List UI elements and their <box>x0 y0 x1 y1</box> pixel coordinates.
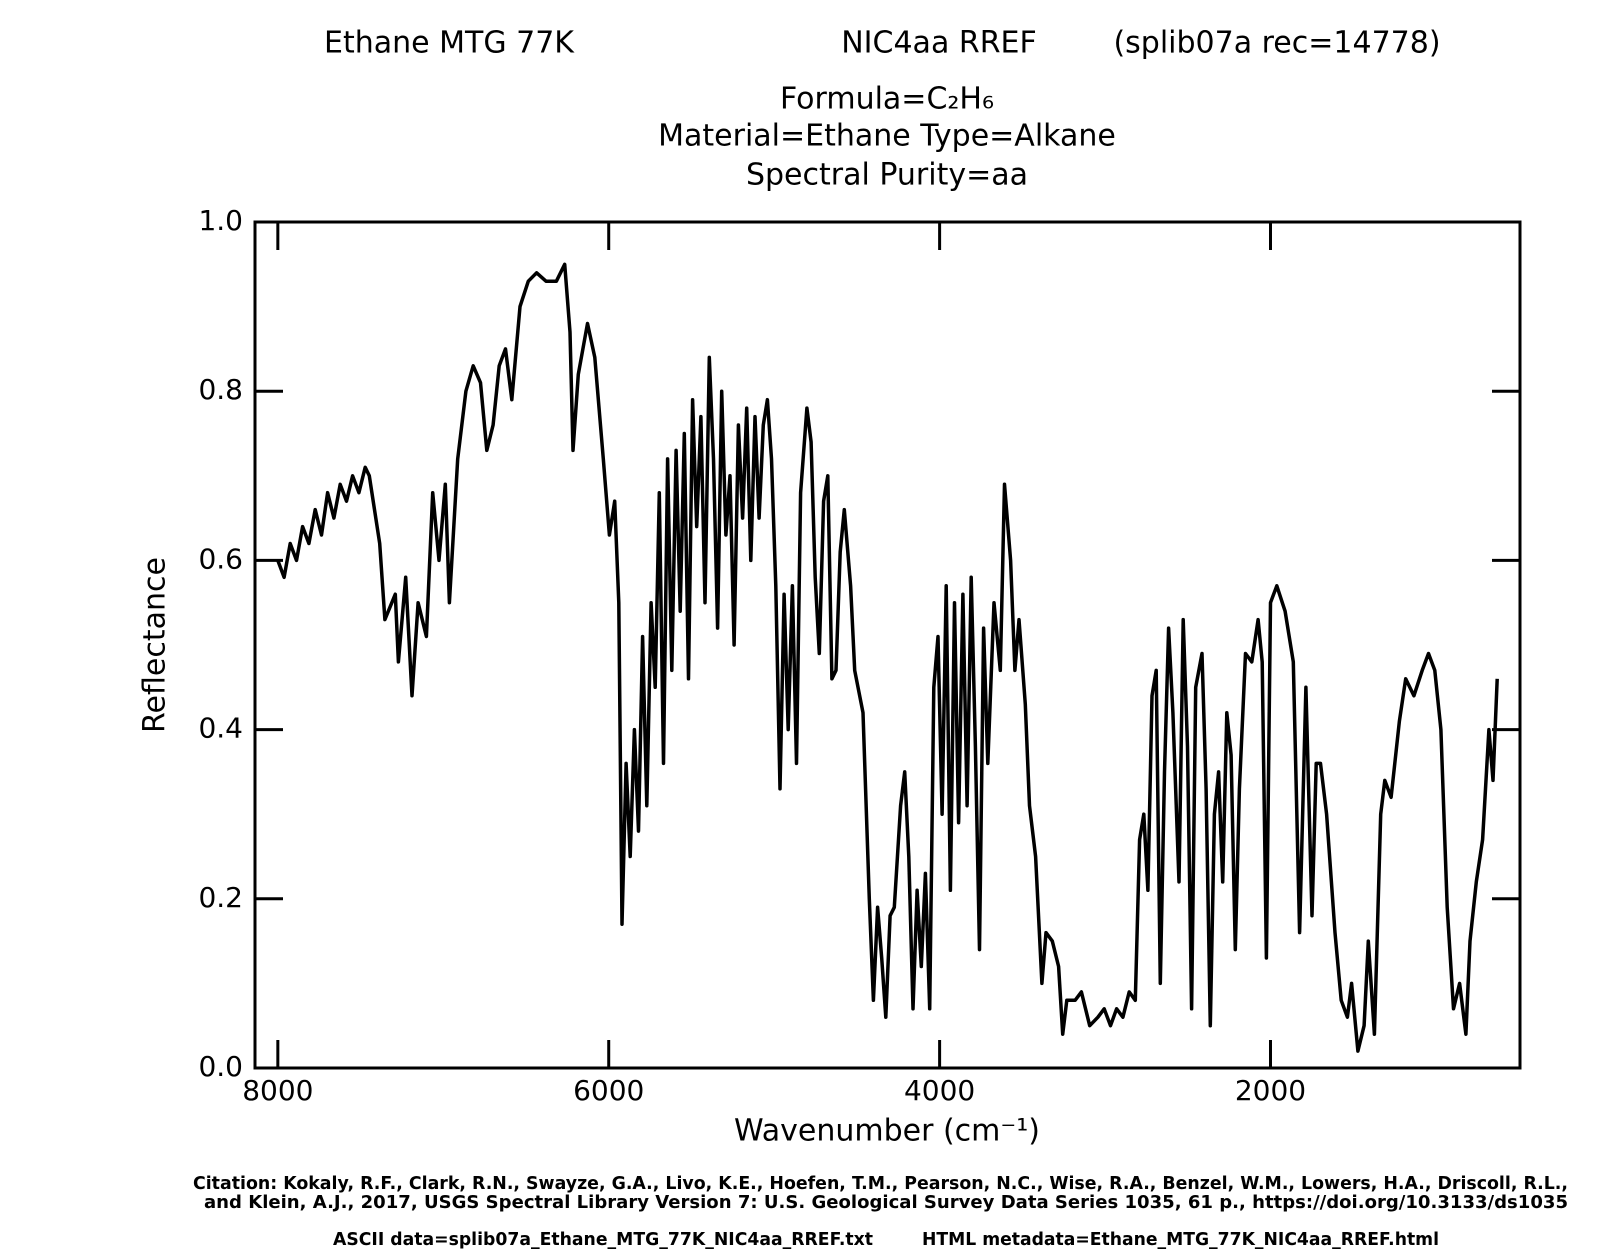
x-tick-label: 6000 <box>573 1074 644 1107</box>
x-tick-label: 2000 <box>1235 1074 1306 1107</box>
y-tick-label: 1.0 <box>198 204 243 237</box>
title-left: Ethane MTG 77K <box>324 26 575 61</box>
title-right: (splib07a rec=14778) <box>1113 26 1440 61</box>
spectrum-line <box>276 262 1499 1053</box>
y-tick-label: 0.8 <box>198 373 243 406</box>
citation-line: Citation: Kokaly, R.F., Clark, R.N., Swa… <box>193 1173 1568 1194</box>
y-tick-label: 0.0 <box>198 1050 243 1083</box>
y-axis-label: Reflectance <box>138 557 173 733</box>
citation-line: and Klein, A.J., 2017, USGS Spectral Lib… <box>204 1192 1568 1213</box>
x-tick-label: 8000 <box>242 1074 313 1107</box>
y-tick-label: 0.6 <box>198 542 243 575</box>
plot-frame <box>253 220 1522 1070</box>
formula: Formula=C₂H₆ <box>780 82 994 117</box>
x-tick-label: 4000 <box>904 1074 975 1107</box>
title-mid: NIC4aa RREF <box>841 26 1037 61</box>
y-tick-label: 0.2 <box>198 881 243 914</box>
y-tick-label: 0.4 <box>198 712 243 745</box>
material: Material=Ethane Type=Alkane <box>658 119 1116 154</box>
ascii-note: ASCII data=splib07a_Ethane_MTG_77K_NIC4a… <box>333 1229 873 1250</box>
purity: Spectral Purity=aa <box>746 158 1028 193</box>
x-axis-label: Wavenumber (cm⁻¹) <box>734 1114 1040 1149</box>
html-note: HTML metadata=Ethane_MTG_77K_NIC4aa_RREF… <box>922 1229 1439 1250</box>
